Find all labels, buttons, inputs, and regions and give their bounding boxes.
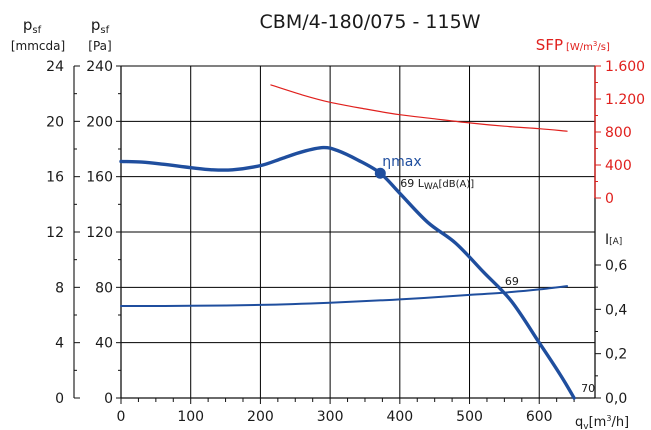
eta-max-marker (374, 167, 386, 179)
x-tick-label: 600 (526, 409, 553, 425)
y-tick-label-pa: 80 (95, 280, 113, 296)
grid (121, 65, 595, 398)
annotation-69: 69 (505, 275, 519, 288)
chart-title: CBM/4-180/075 - 115W (260, 11, 481, 33)
x-tick-label: 100 (177, 409, 204, 425)
y-tick-label-current: 0,6 (605, 258, 627, 274)
left-axis-mmcda-label: psf (23, 16, 42, 36)
y-tick-label-sfp: 400 (605, 158, 632, 174)
y-tick-label-pa: 240 (86, 59, 113, 75)
y-tick-label-pa: 200 (86, 114, 113, 130)
y-tick-label-pa: 160 (86, 170, 113, 186)
y-tick-label-sfp: 0 (605, 191, 614, 207)
x-tick-label: 400 (386, 409, 413, 425)
x-tick-label: 0 (117, 409, 126, 425)
y-tick-label-mmcda: 12 (46, 225, 64, 241)
y-tick-label-pa: 0 (104, 391, 113, 407)
marks: ηmax 69 LWA[dB(A)] 69 70 (374, 154, 595, 395)
y-tick-label-current: 0,0 (605, 391, 627, 407)
series (119, 84, 576, 400)
y-tick-label-sfp: 1.600 (605, 59, 645, 75)
y-tick-label-mmcda: 16 (46, 170, 64, 186)
current-curve (120, 285, 569, 308)
left-axis-pa-unit: [Pa] (88, 39, 111, 53)
pressure-curve (119, 145, 576, 400)
y-tick-label-mmcda: 0 (55, 391, 64, 407)
y-tick-label-mmcda: 20 (46, 114, 64, 130)
y-tick-label-mmcda: 8 (55, 280, 64, 296)
y-tick-label-sfp: 800 (605, 125, 632, 141)
y-tick-label-current: 0,4 (605, 302, 627, 318)
ticks: 0 100 200 300 400 500 600040801201602002400481… (46, 59, 645, 425)
y-tick-label-mmcda: 24 (46, 59, 64, 75)
left-axis-mmcda-unit: [mmcda] (11, 39, 65, 53)
y-tick-label-mmcda: 4 (55, 336, 64, 352)
x-tick-label: 300 (317, 409, 344, 425)
x-tick-label: 500 (456, 409, 483, 425)
x-axis-label: qv[m3/h] (575, 414, 629, 430)
annotation-70: 70 (581, 382, 595, 395)
sound-level-annotation: 69 LWA[dB(A)] (400, 177, 474, 192)
y-tick-label-pa: 120 (86, 225, 113, 241)
right-axis-current-label: I[A] (605, 232, 622, 248)
x-tick-label: 200 (247, 409, 274, 425)
right-axis-sfp-label: SFP (536, 36, 563, 54)
right-axis-sfp-unit: [W/m3/s] (566, 40, 610, 53)
left-axis-pa-label: psf (91, 16, 110, 36)
y-tick-label-pa: 40 (95, 336, 113, 352)
eta-max-label: ηmax (382, 154, 421, 170)
sfp-curve (270, 84, 568, 132)
y-tick-label-sfp: 1.200 (605, 92, 645, 108)
y-tick-label-current: 0,2 (605, 347, 627, 363)
